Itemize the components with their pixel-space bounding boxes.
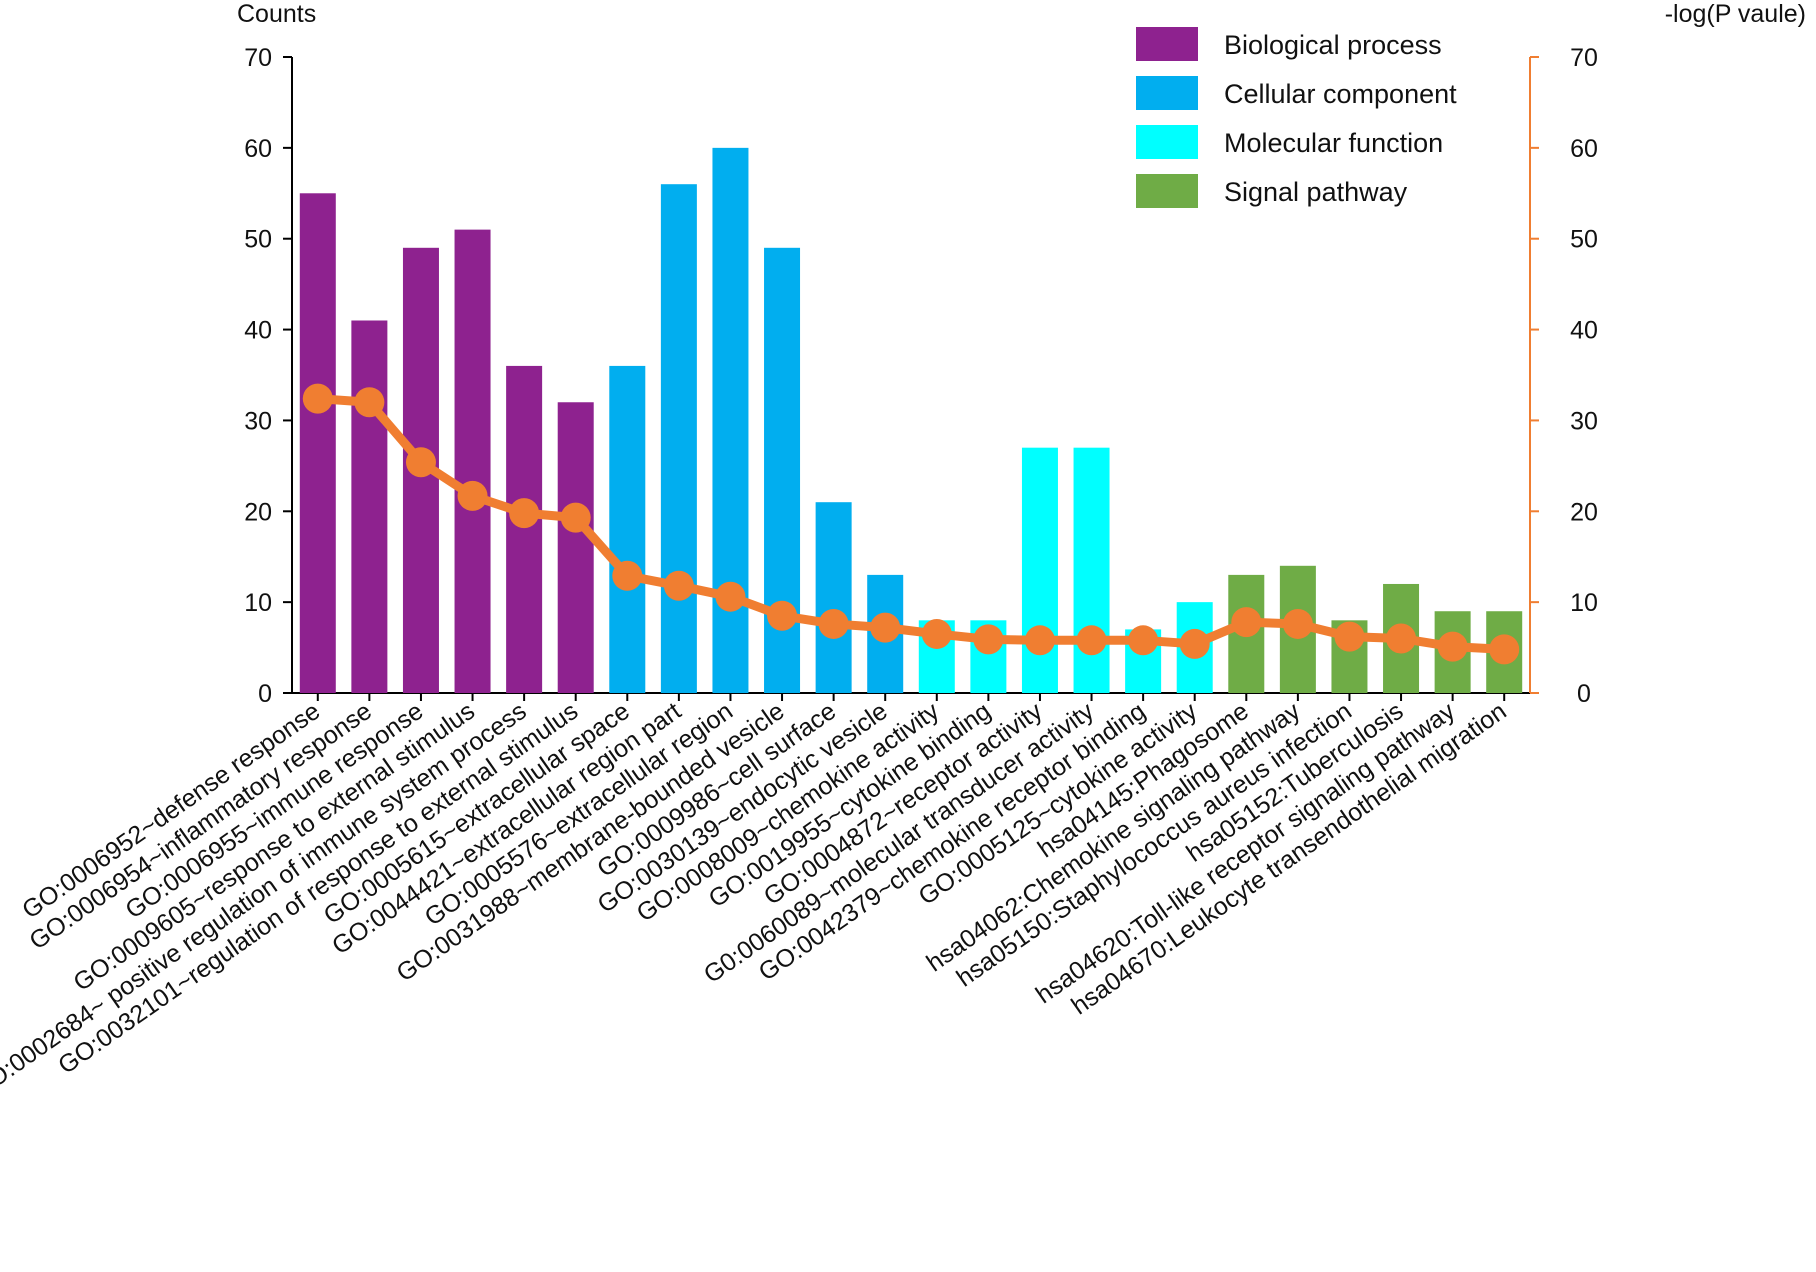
legend-label: Biological process (1224, 30, 1442, 60)
left-tick-label: 40 (244, 317, 272, 345)
bar (351, 320, 388, 693)
left-tick-label: 20 (244, 498, 272, 526)
left-axis: 0 10 20 30 40 50 60 70 (244, 44, 1530, 708)
legend-label: Signal pathway (1224, 177, 1408, 207)
bar (506, 365, 543, 693)
pvalue-point (457, 480, 488, 511)
legend-swatch (1136, 76, 1198, 110)
left-tick-label: 70 (244, 44, 272, 72)
legend-label: Cellular component (1224, 79, 1457, 109)
legend-swatch (1136, 27, 1198, 61)
right-tick-label: 70 (1570, 44, 1598, 72)
bar (454, 229, 491, 693)
pvalue-point (1334, 621, 1365, 652)
pvalue-point (509, 498, 540, 529)
right-axis: 0 10 20 30 40 50 60 70 (1529, 44, 1598, 708)
right-axis-title: -log(P vaule) (1665, 0, 1806, 28)
pvalue-point (1386, 623, 1417, 654)
right-tick-label: 20 (1570, 498, 1598, 526)
pvalue-point (302, 383, 333, 414)
pvalue-point (818, 608, 849, 639)
pvalue-point (921, 618, 952, 649)
left-tick-label: 50 (244, 226, 272, 254)
pvalue-point (870, 612, 901, 643)
left-tick-label: 10 (244, 589, 272, 617)
bar (815, 502, 852, 693)
right-tick-label: 40 (1570, 317, 1598, 345)
pvalue-point (1179, 628, 1210, 659)
bars (299, 147, 1523, 694)
pvalue-point (1282, 608, 1313, 639)
right-tick-label: 30 (1570, 407, 1598, 435)
pvalue-point (1128, 625, 1159, 656)
pvalue-point (1231, 607, 1262, 638)
pvalue-point (612, 560, 643, 591)
right-tick-label: 60 (1570, 135, 1598, 163)
pvalue-point (715, 581, 746, 612)
legend: Biological process Cellular component Mole… (1136, 27, 1457, 208)
bar (299, 193, 336, 694)
pvalue-point (1489, 634, 1520, 665)
legend-swatch (1136, 125, 1198, 159)
pvalue-point (1076, 625, 1107, 656)
pvalue-point (560, 502, 591, 533)
pvalue-point (1024, 625, 1055, 656)
bar (557, 402, 594, 693)
pvalue-point (1437, 631, 1468, 662)
bar (1021, 447, 1058, 693)
pvalue-point (405, 447, 436, 478)
pvalue-point (354, 387, 385, 418)
right-tick-label: 10 (1570, 589, 1598, 617)
bar (1073, 447, 1110, 693)
pvalue-point (663, 570, 694, 601)
pvalue-line (317, 394, 1505, 654)
right-tick-label: 0 (1577, 680, 1591, 708)
right-tick-label: 50 (1570, 226, 1598, 254)
left-axis-title: Counts (237, 0, 316, 28)
legend-label: Molecular function (1224, 128, 1443, 158)
left-tick-label: 0 (258, 680, 272, 708)
pvalue-point (973, 624, 1004, 655)
line-series (302, 383, 1520, 665)
pvalue-point (767, 600, 798, 631)
category-labels: GO:0006952~defense responseGO:0006954~in… (0, 693, 1512, 1104)
legend-swatch (1136, 174, 1198, 208)
left-tick-label: 30 (244, 407, 272, 435)
left-tick-label: 60 (244, 135, 272, 163)
bar (609, 365, 646, 693)
bar (660, 184, 697, 693)
